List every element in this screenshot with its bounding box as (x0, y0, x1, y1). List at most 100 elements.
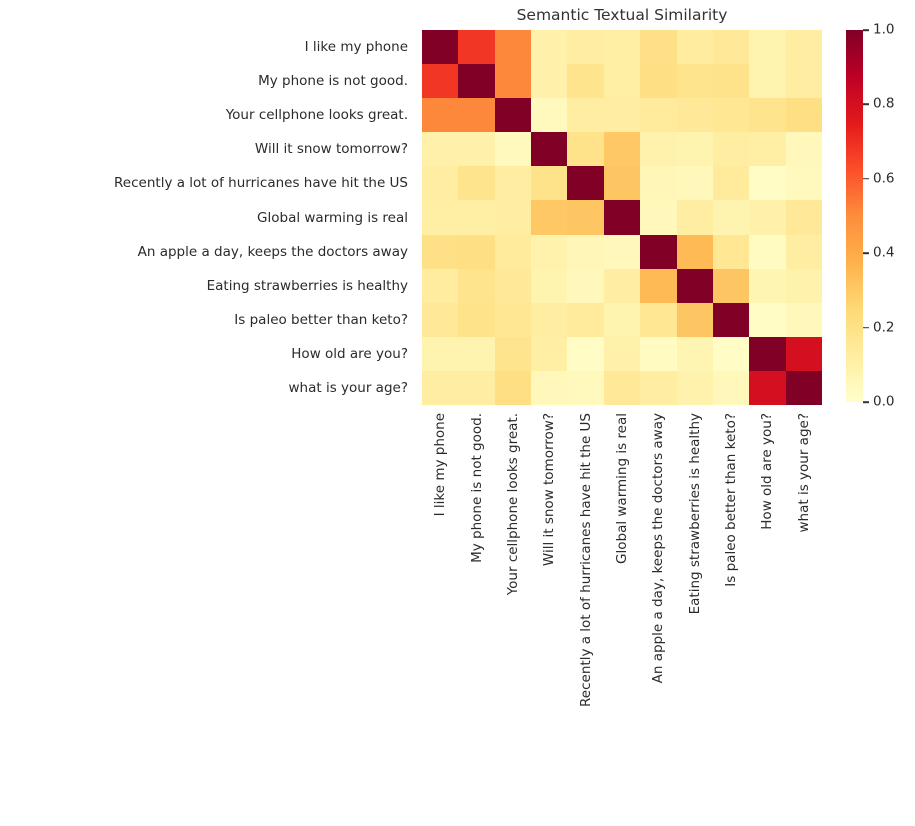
heatmap-cell (422, 268, 459, 303)
x-axis-label: My phone is not good. (468, 413, 485, 563)
heatmap-cell (640, 98, 677, 133)
x-axis-label: Recently a lot of hurricanes have hit th… (577, 413, 594, 707)
x-axis-label-slot: Global warming is real (604, 413, 640, 813)
x-axis-label: what is your age? (795, 413, 812, 533)
heatmap-cell (458, 64, 495, 99)
heatmap-cell (749, 302, 786, 337)
colorbar-tick (863, 178, 869, 180)
x-axis-label: An apple a day, keeps the doctors away (650, 413, 667, 684)
heatmap-cell (749, 200, 786, 235)
heatmap-cell (494, 98, 532, 133)
y-axis-label: How old are you? (291, 345, 408, 362)
heatmap-cell (785, 336, 822, 371)
heatmap-cell (785, 64, 822, 99)
y-axis-label: Will it snow tomorrow? (254, 141, 408, 158)
heatmap-cell (458, 30, 495, 65)
colorbar-tick (863, 401, 869, 403)
heatmap-cell (603, 302, 641, 337)
heatmap-cell (749, 234, 786, 269)
x-axis-label-slot: My phone is not good. (458, 413, 494, 813)
heatmap-cell (712, 268, 750, 303)
colorbar: 1.0 0.8 0.6 0.4 0.2 0.0 (846, 23, 894, 408)
heatmap-cell (458, 98, 495, 133)
heatmap-cell (422, 30, 459, 65)
heatmap-cell (422, 302, 459, 337)
x-axis-label-slot: Will it snow tomorrow? (531, 413, 567, 813)
heatmap-cell (567, 166, 604, 201)
y-axis-label: I like my phone (304, 39, 408, 56)
heatmap-cell (494, 200, 532, 235)
heatmap-cell (676, 302, 713, 337)
x-axis-label: Will it snow tomorrow? (541, 413, 558, 567)
heatmap-cell (785, 30, 822, 65)
colorbar-tick-label: 1.0 (873, 21, 895, 38)
heatmap-cell (603, 64, 641, 99)
heatmap-cell (676, 166, 713, 201)
x-axis-label: Your cellphone looks great. (504, 413, 521, 596)
heatmap-cell (422, 370, 459, 405)
heatmap-cell (676, 30, 713, 65)
colorbar-tick-label: 0.0 (873, 393, 895, 410)
heatmap-cell (640, 30, 677, 65)
heatmap-cell (785, 268, 822, 303)
heatmap-cell (494, 30, 532, 65)
heatmap-cell (640, 268, 677, 303)
heatmap-cell (531, 166, 568, 201)
heatmap-cell (712, 98, 750, 133)
heatmap-cell (749, 166, 786, 201)
heatmap-cell (603, 370, 641, 405)
heatmap-cell (785, 98, 822, 133)
heatmap-cell (458, 268, 495, 303)
y-axis-label: Eating strawberries is healthy (206, 277, 408, 294)
heatmap-cell (422, 234, 459, 269)
heatmap-cell (712, 370, 750, 405)
heatmap-cell (749, 336, 786, 371)
heatmap-cell (712, 30, 750, 65)
heatmap-cell (422, 336, 459, 371)
heatmap-cell (640, 166, 677, 201)
heatmap-cell (567, 64, 604, 99)
heatmap-cell (712, 302, 750, 337)
x-axis-label-slot: I like my phone (422, 413, 458, 813)
x-axis-label-slot: Your cellphone looks great. (495, 413, 531, 813)
y-axis-label: Recently a lot of hurricanes have hit th… (114, 175, 408, 192)
heatmap-cell (422, 98, 459, 133)
heatmap-cell (676, 234, 713, 269)
x-axis-label-slot: what is your age? (786, 413, 822, 813)
heatmap-cell (785, 234, 822, 269)
heatmap-cell (640, 234, 677, 269)
heatmap-cell (676, 336, 713, 371)
heatmap-cell (494, 302, 532, 337)
heatmap-cell (603, 30, 641, 65)
heatmap-cell (567, 336, 604, 371)
heatmap-cell (494, 370, 532, 405)
heatmap-cell (712, 132, 750, 167)
x-axis-label-slot: An apple a day, keeps the doctors away (640, 413, 676, 813)
x-axis-labels: I like my phone My phone is not good. Your… (422, 413, 822, 813)
heatmap-cell (712, 336, 750, 371)
heatmap-cell (567, 132, 604, 167)
heatmap-cell (531, 370, 568, 405)
heatmap-cell (531, 98, 568, 133)
heatmap-cell (712, 234, 750, 269)
heatmap-cell (531, 336, 568, 371)
heatmap-cell (676, 370, 713, 405)
x-axis-label: Is paleo better than keto? (723, 413, 740, 587)
heatmap-cell (785, 166, 822, 201)
heatmap-cell (494, 132, 532, 167)
heatmap (422, 30, 822, 405)
heatmap-cell (531, 302, 568, 337)
heatmap-cell (458, 370, 495, 405)
heatmap-cell (531, 234, 568, 269)
heatmap-cell (567, 370, 604, 405)
heatmap-cell (676, 268, 713, 303)
heatmap-cell (458, 132, 495, 167)
heatmap-cell (640, 336, 677, 371)
colorbar-tick (863, 103, 869, 106)
heatmap-cell (749, 98, 786, 133)
y-axis-label: An apple a day, keeps the doctors away (137, 243, 408, 260)
heatmap-cell (494, 268, 532, 303)
heatmap-cell (749, 132, 786, 167)
heatmap-cell (567, 268, 604, 303)
